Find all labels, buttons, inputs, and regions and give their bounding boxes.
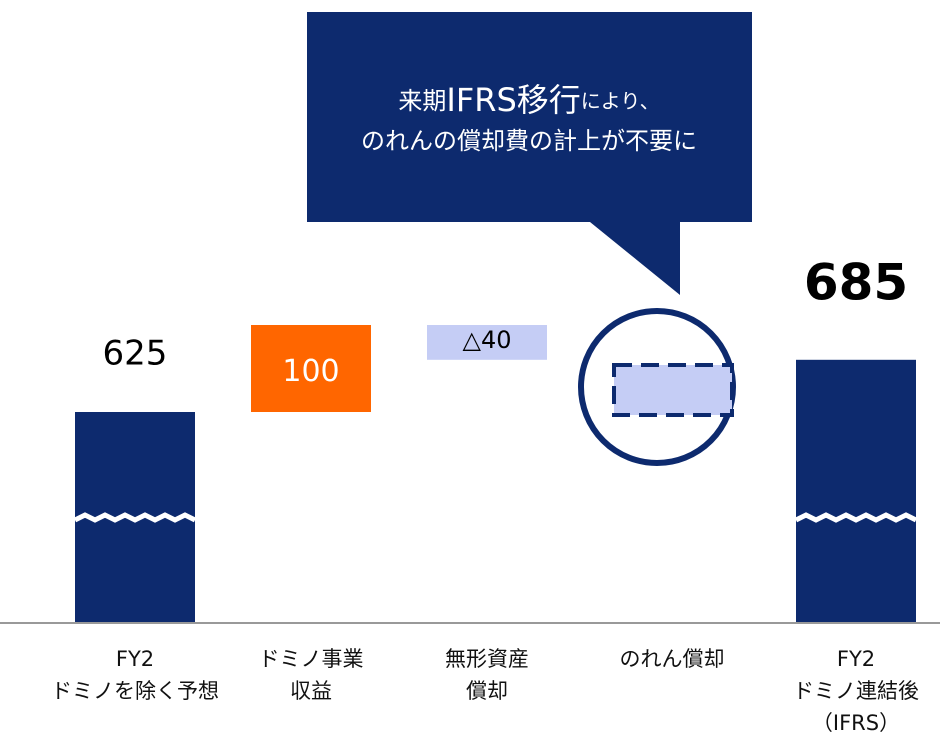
value-label: 685 <box>804 253 908 311</box>
x-tick-label: 無形資産償却 <box>445 647 529 703</box>
x-tick-label-line: 償却 <box>466 679 508 703</box>
value-label: 625 <box>103 334 168 374</box>
x-tick-label-line: （IFRS） <box>812 711 900 735</box>
annotation: 来期IFRS移行により、 <box>398 81 659 119</box>
x-tick-label: FY2 ドミノを除く予想 <box>51 647 219 703</box>
bar <box>75 412 195 622</box>
x-tick-label: ドミノ事業収益 <box>259 647 364 703</box>
bar <box>796 359 916 622</box>
x-tick-label-line: 収益 <box>290 679 332 703</box>
x-tick-label: FY2 ドミノ連結後 （IFRS） <box>793 647 919 735</box>
x-tick-label-line: ドミノを除く予想 <box>51 679 219 703</box>
x-tick-label-line: ドミノ連結後 <box>793 679 919 703</box>
annotation-part: 来期 <box>398 87 446 115</box>
axis-break <box>794 512 918 523</box>
goodwill-ghost-bar <box>612 363 734 417</box>
x-tick-label-line: FY2 <box>837 647 875 671</box>
value-label: △40 <box>463 326 512 354</box>
x-tick-label-line: 無形資産 <box>445 647 529 671</box>
x-tick-label-line: ドミノ事業 <box>259 647 364 671</box>
annotation-part: により、 <box>581 89 660 113</box>
x-tick-label-line: のれん償却 <box>620 647 725 671</box>
axis-break <box>73 512 197 523</box>
annotation-part: のれんの償却費の計上が不要に <box>361 127 697 155</box>
annotation-part: IFRS移行 <box>446 81 580 119</box>
value-label: 100 <box>282 354 339 389</box>
bar <box>251 325 371 412</box>
callout <box>307 12 752 295</box>
x-tick-label-line: FY2 <box>116 647 154 671</box>
annotation: のれんの償却費の計上が不要に <box>361 127 697 155</box>
x-tick-label: のれん償却 <box>620 647 725 671</box>
bar <box>427 325 547 360</box>
